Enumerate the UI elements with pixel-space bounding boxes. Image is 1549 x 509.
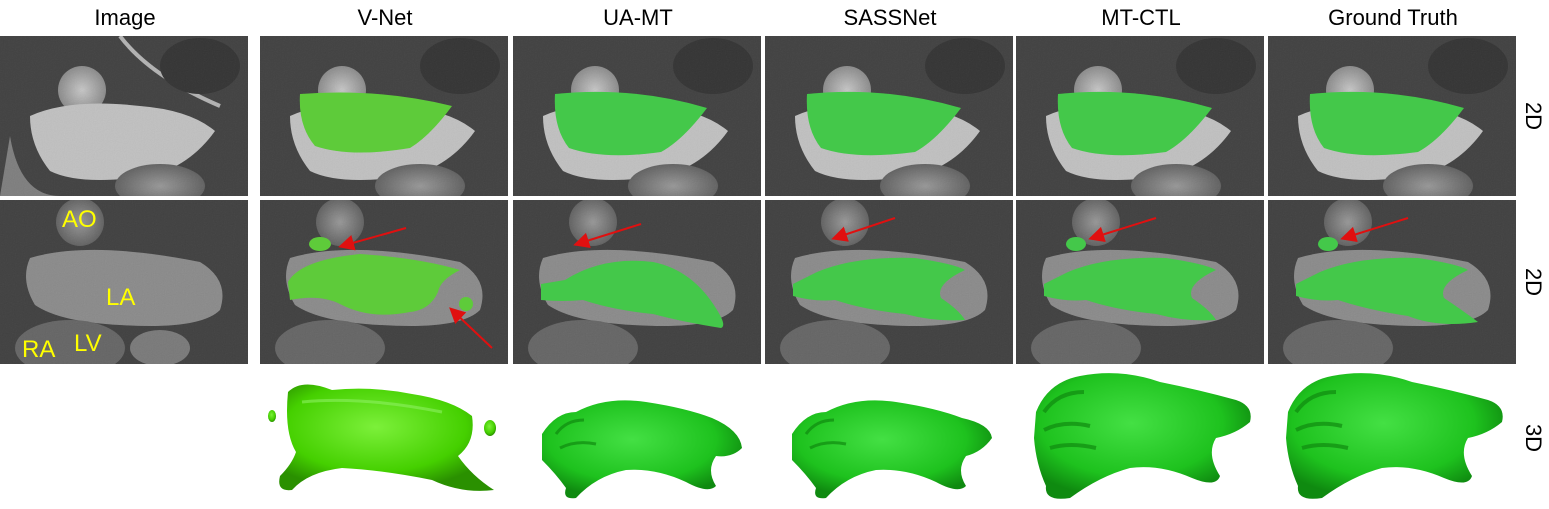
render-3d-uamt <box>536 390 748 504</box>
segmentation-mask <box>1057 91 1212 156</box>
render-3d-ground-truth <box>1282 368 1512 504</box>
mri-slice-row2-image: AO LA RA LV <box>0 200 248 364</box>
row-label-2d-middle: 2D <box>1521 267 1546 297</box>
segmentation-row1-mtctl <box>1016 36 1264 196</box>
segmentation-row1-ground-truth <box>1268 36 1516 196</box>
column-title-uamt: UA-MT <box>603 5 673 30</box>
render-3d-sassnet <box>786 390 998 504</box>
segmentation-row1-vnet <box>260 36 508 196</box>
red-arrow <box>573 223 642 249</box>
label-la: LA <box>106 284 136 311</box>
column-title-sassnet: SASSNet <box>843 5 937 30</box>
segmentation-mask <box>793 257 965 321</box>
red-arrow <box>1340 217 1409 243</box>
red-arrow <box>449 307 493 349</box>
segmentation-row2-uamt <box>513 200 761 364</box>
segmentation-mask <box>299 92 452 153</box>
segmentation-row1-sassnet <box>765 36 1013 196</box>
segmentation-mask <box>288 254 460 315</box>
segmentation-mask <box>1318 237 1338 251</box>
red-arrow <box>338 227 407 251</box>
mri-slice-row1-image <box>0 36 248 196</box>
segmentation-mask <box>541 260 724 328</box>
segmentation-mask <box>1066 237 1086 251</box>
red-arrow <box>831 217 896 242</box>
segmentation-mask <box>459 297 473 311</box>
render-3d-vnet <box>262 372 506 502</box>
segmentation-mask <box>554 91 707 156</box>
segmentation-mask <box>1044 257 1216 321</box>
segmentation-row2-vnet <box>260 200 508 364</box>
column-title-mtctl: MT-CTL <box>1101 5 1181 30</box>
render-3d-mtctl <box>1030 368 1260 504</box>
column-title-vnet: V-Net <box>357 5 413 30</box>
label-lv: LV <box>74 330 102 357</box>
row-label-2d-top: 2D <box>1521 101 1546 131</box>
column-title-ground-truth: Ground Truth <box>1328 5 1458 30</box>
column-title-image: Image <box>94 5 156 30</box>
segmentation-row1-uamt <box>513 36 761 196</box>
segmentation-row2-sassnet <box>765 200 1013 364</box>
segmentation-mask <box>309 237 331 251</box>
segmentation-mask <box>806 91 961 156</box>
segmentation-mask <box>1296 257 1478 324</box>
label-ra: RA <box>22 336 56 363</box>
segmentation-mask <box>1309 91 1464 156</box>
red-arrow <box>1088 217 1157 243</box>
segmentation-row2-mtctl <box>1016 200 1264 364</box>
segmentation-row2-ground-truth <box>1268 200 1516 364</box>
label-ao: AO <box>62 206 97 233</box>
row-label-3d: 3D <box>1521 423 1546 452</box>
